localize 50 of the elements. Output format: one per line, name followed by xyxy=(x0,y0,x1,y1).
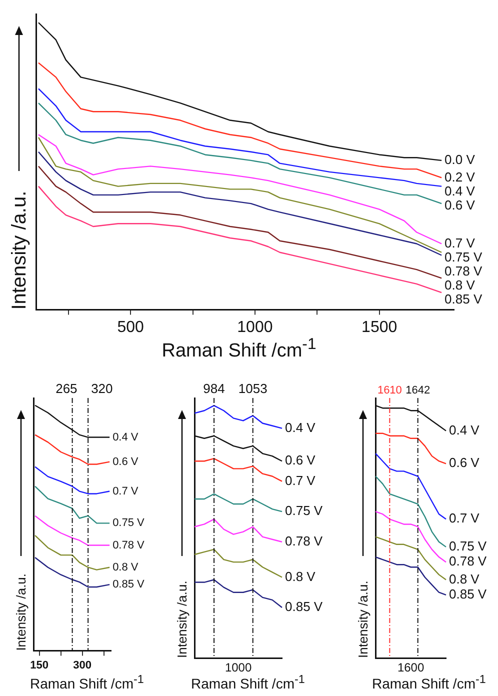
series-label: 0.85 V xyxy=(449,586,487,602)
ref-line-label: 320 xyxy=(91,381,113,396)
series-label: 0.6 V xyxy=(449,455,480,470)
series-label: 0.75 V xyxy=(444,249,482,264)
x-tick-label: 1053 xyxy=(238,381,268,396)
series-label: 0.85 V xyxy=(112,578,146,591)
y-axis-title: Intensity /a.u. xyxy=(8,190,31,310)
series-label: 0.8 V xyxy=(112,561,139,574)
x-axis-title: Raman Shift /cm$^{-1}$ xyxy=(160,336,318,362)
series-label: 0.6 V xyxy=(285,452,316,468)
series-label: 0.7 V xyxy=(285,472,316,488)
series-label: 0.4 V xyxy=(449,422,480,438)
series-label: 0.8 V xyxy=(444,277,476,292)
series-label: 0.4 V xyxy=(285,420,316,435)
x-tick-label: 1500 xyxy=(362,318,398,336)
series-label: 0.85 V xyxy=(444,291,482,306)
series-label: 0.7 V xyxy=(112,485,139,498)
text: 1600 xyxy=(397,660,424,674)
x-tick-label: 1610 xyxy=(377,384,402,397)
series-label: 0.78 V xyxy=(112,539,146,552)
y-axis-title: Intensity /a.u. xyxy=(13,573,28,651)
y-axis-title: Intensity /a.u. xyxy=(355,580,370,658)
y-axis-title: Intensity /a.u. xyxy=(174,580,190,658)
series-label: 0.7 V xyxy=(449,510,480,526)
series-label: 0.7 V xyxy=(444,235,476,250)
x-tick-label: 500 xyxy=(117,318,144,336)
series-label: 0.75 V xyxy=(449,538,487,554)
x-tick-label: 1642 xyxy=(406,384,430,397)
x-tick-label: 1000 xyxy=(237,318,273,336)
series-label: 0.8 V xyxy=(449,571,480,586)
series-label: 0.4 V xyxy=(112,431,139,444)
x-axis-title: Raman Shift /cm$^{-1}$ xyxy=(191,673,305,692)
series-label: 0.6 V xyxy=(444,197,476,212)
series-label: 0.6 V xyxy=(112,456,139,468)
x-tick-label: 300 xyxy=(73,659,92,672)
x-tick-label: 984 xyxy=(203,381,225,396)
series-label: 0.75 V xyxy=(285,503,323,518)
series-label: 0.75 V xyxy=(112,517,146,530)
x-axis-title: Raman Shift /cm$^{-1}$ xyxy=(372,673,486,692)
ref-line-label: 265 xyxy=(56,381,78,396)
series-label: 0.2 V xyxy=(444,169,476,184)
x-tick-label: 150 xyxy=(30,659,49,672)
series-label: 0.0 V xyxy=(444,152,476,168)
x-axis-title: Raman Shift /cm$^{-1}$ xyxy=(30,673,144,692)
series-label: 0.8 V xyxy=(285,568,316,584)
series-label: 0.78 V xyxy=(444,263,482,278)
series-label: 0.4 V xyxy=(444,183,476,198)
series-label: 0.78 V xyxy=(449,554,487,569)
series-label: 0.78 V xyxy=(285,533,323,548)
series-label: 0.85 V xyxy=(285,599,323,614)
